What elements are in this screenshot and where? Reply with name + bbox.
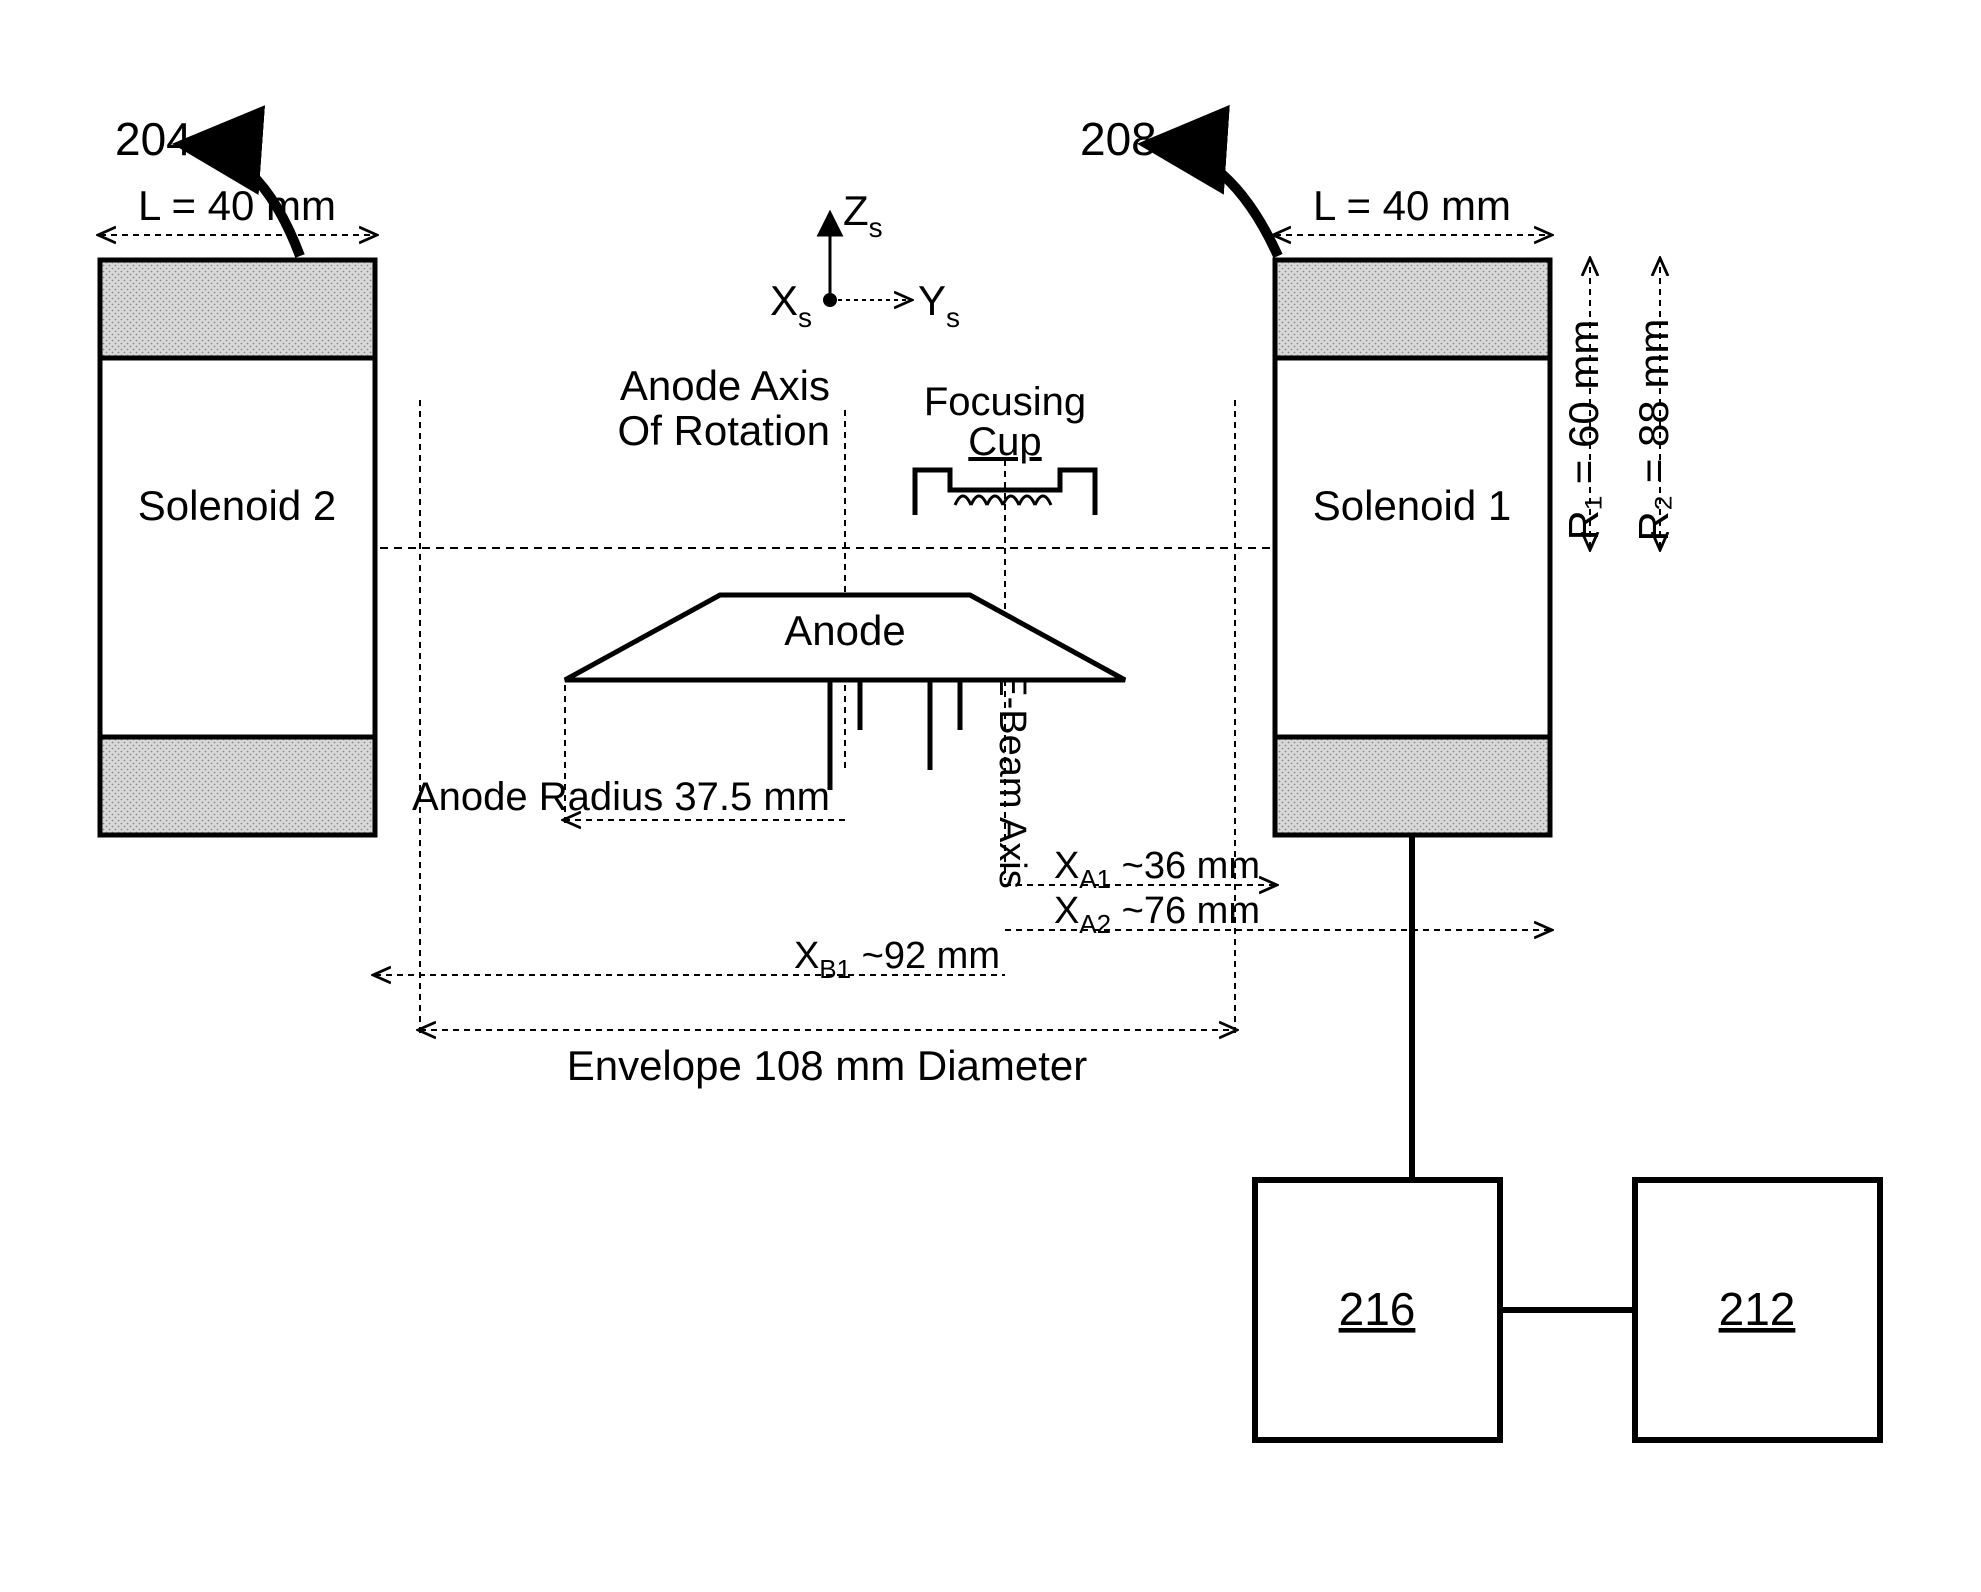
anode-axis-label: Anode Axis Of Rotation [618,362,830,454]
anode-label: Anode [784,607,905,654]
dim-L-right-label: L = 40 mm [1313,182,1511,229]
axis-Xs: Xs [770,277,812,333]
anode: Anode [565,595,1125,680]
focusing-cup-label2: Cup [968,420,1041,464]
dim-L-left: L = 40 mm [100,182,375,235]
dim-XA1: XA1 ~36 mm [1005,845,1275,894]
axis-Ys: Ys [918,277,960,333]
dim-L-left-label: L = 40 mm [138,182,336,229]
dim-R2-label: R₂ = 88 mm [1630,319,1677,542]
diagram-svg: Solenoid 2 L = 40 mm 204 Solenoid 1 L = … [0,0,1981,1592]
dim-envelope-label: Envelope 108 mm Diameter [567,1042,1088,1089]
box-216-label: 216 [1339,1283,1416,1335]
box-212: 212 [1635,1180,1880,1440]
dim-L-right: L = 40 mm [1275,182,1550,235]
anode-radius-label: Anode Radius 37.5 mm [412,775,830,819]
box-212-label: 212 [1719,1283,1796,1335]
dim-R1: R₁ = 60 mm [1560,260,1607,548]
solenoid-1-label: Solenoid 1 [1313,482,1512,529]
focusing-cup-label1: Focusing [924,380,1086,424]
anode-stem [830,682,960,790]
callout-204-text: 204 [115,113,192,165]
dim-XA1-label: XA1 ~36 mm [1054,845,1260,894]
dim-R2: R₂ = 88 mm [1630,260,1677,548]
dim-R1-label: R₁ = 60 mm [1560,320,1607,541]
dim-XA2: XA2 ~76 mm [1005,890,1550,939]
dim-envelope: Envelope 108 mm Diameter [420,1030,1235,1089]
coord-axes: Zs Xs Ys [770,187,960,333]
dim-anode-radius: Anode Radius 37.5 mm [412,685,845,825]
solenoid-2-label: Solenoid 2 [138,482,337,529]
dim-XB1: XB1 ~92 mm [375,935,1005,984]
box-216: 216 [1255,1180,1500,1440]
axis-Zs: Zs [843,187,883,243]
dim-XB1-label: XB1 ~92 mm [794,935,1000,984]
solenoid-1: Solenoid 1 [1275,260,1550,835]
anode-axis-text1: Anode Axis [620,362,830,409]
solenoid-2: Solenoid 2 [100,260,375,835]
dim-XA2-label: XA2 ~76 mm [1054,890,1260,939]
callout-208: 208 [1080,113,1278,256]
callout-208-text: 208 [1080,113,1157,165]
ebeam-axis-label: E-Beam Axis [991,671,1033,889]
anode-axis-text2: Of Rotation [618,407,830,454]
